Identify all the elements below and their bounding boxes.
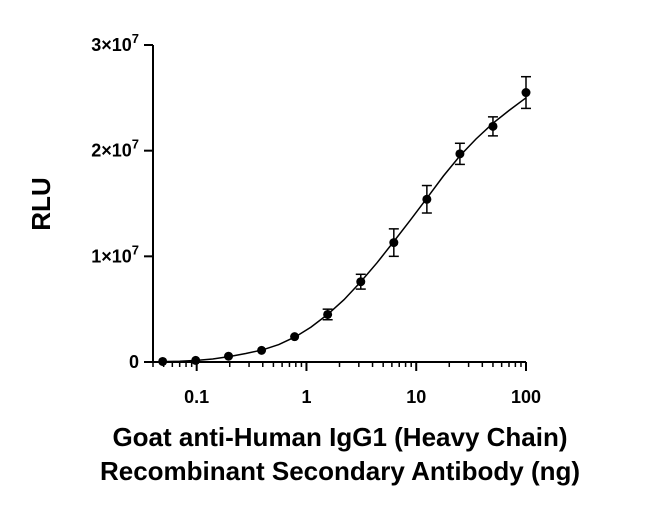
- data-point: [389, 238, 398, 247]
- y-tick-label: 0: [129, 352, 139, 372]
- fit-curve: [163, 98, 526, 362]
- y-axis-title: RLU: [26, 177, 56, 230]
- x-tick-label: 1: [301, 387, 311, 407]
- data-point: [422, 195, 431, 204]
- data-point: [356, 277, 365, 286]
- data-points-layer: [158, 77, 531, 366]
- y-tick-label: 1×107: [91, 242, 139, 266]
- x-tick-label: 0.1: [184, 387, 209, 407]
- dose-response-chart: 0 1×107 2×107 3×107 0.1 1 10 100 RLU Goat anti…: [0, 0, 650, 513]
- data-point: [323, 310, 332, 319]
- x-tick-label: 100: [511, 387, 541, 407]
- data-point: [158, 357, 167, 366]
- y-tick-label: 2×107: [91, 137, 139, 161]
- x-tick-label: 10: [406, 387, 426, 407]
- data-point: [191, 356, 200, 365]
- data-point: [257, 346, 266, 355]
- data-point: [488, 122, 497, 131]
- data-point: [290, 332, 299, 341]
- y-tick-label: 3×107: [91, 31, 139, 55]
- x-axis: 0.1 1 10 100: [153, 362, 541, 407]
- fit-curve-layer: [163, 98, 526, 362]
- data-point: [522, 88, 531, 97]
- y-axis: 0 1×107 2×107 3×107: [91, 31, 153, 372]
- x-axis-title-line-1: Goat anti-Human IgG1 (Heavy Chain): [112, 422, 567, 452]
- x-axis-title-line-2: Recombinant Secondary Antibody (ng): [100, 456, 580, 486]
- data-point: [224, 352, 233, 361]
- data-point: [455, 149, 464, 158]
